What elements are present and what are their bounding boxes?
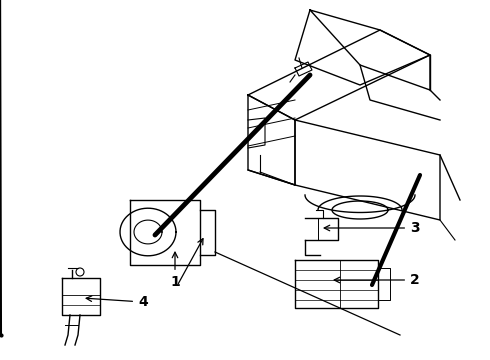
Text: 1: 1 bbox=[170, 252, 180, 289]
Text: 2: 2 bbox=[334, 273, 420, 287]
Circle shape bbox=[76, 268, 84, 276]
Text: 3: 3 bbox=[324, 221, 419, 235]
Text: 4: 4 bbox=[86, 295, 148, 309]
